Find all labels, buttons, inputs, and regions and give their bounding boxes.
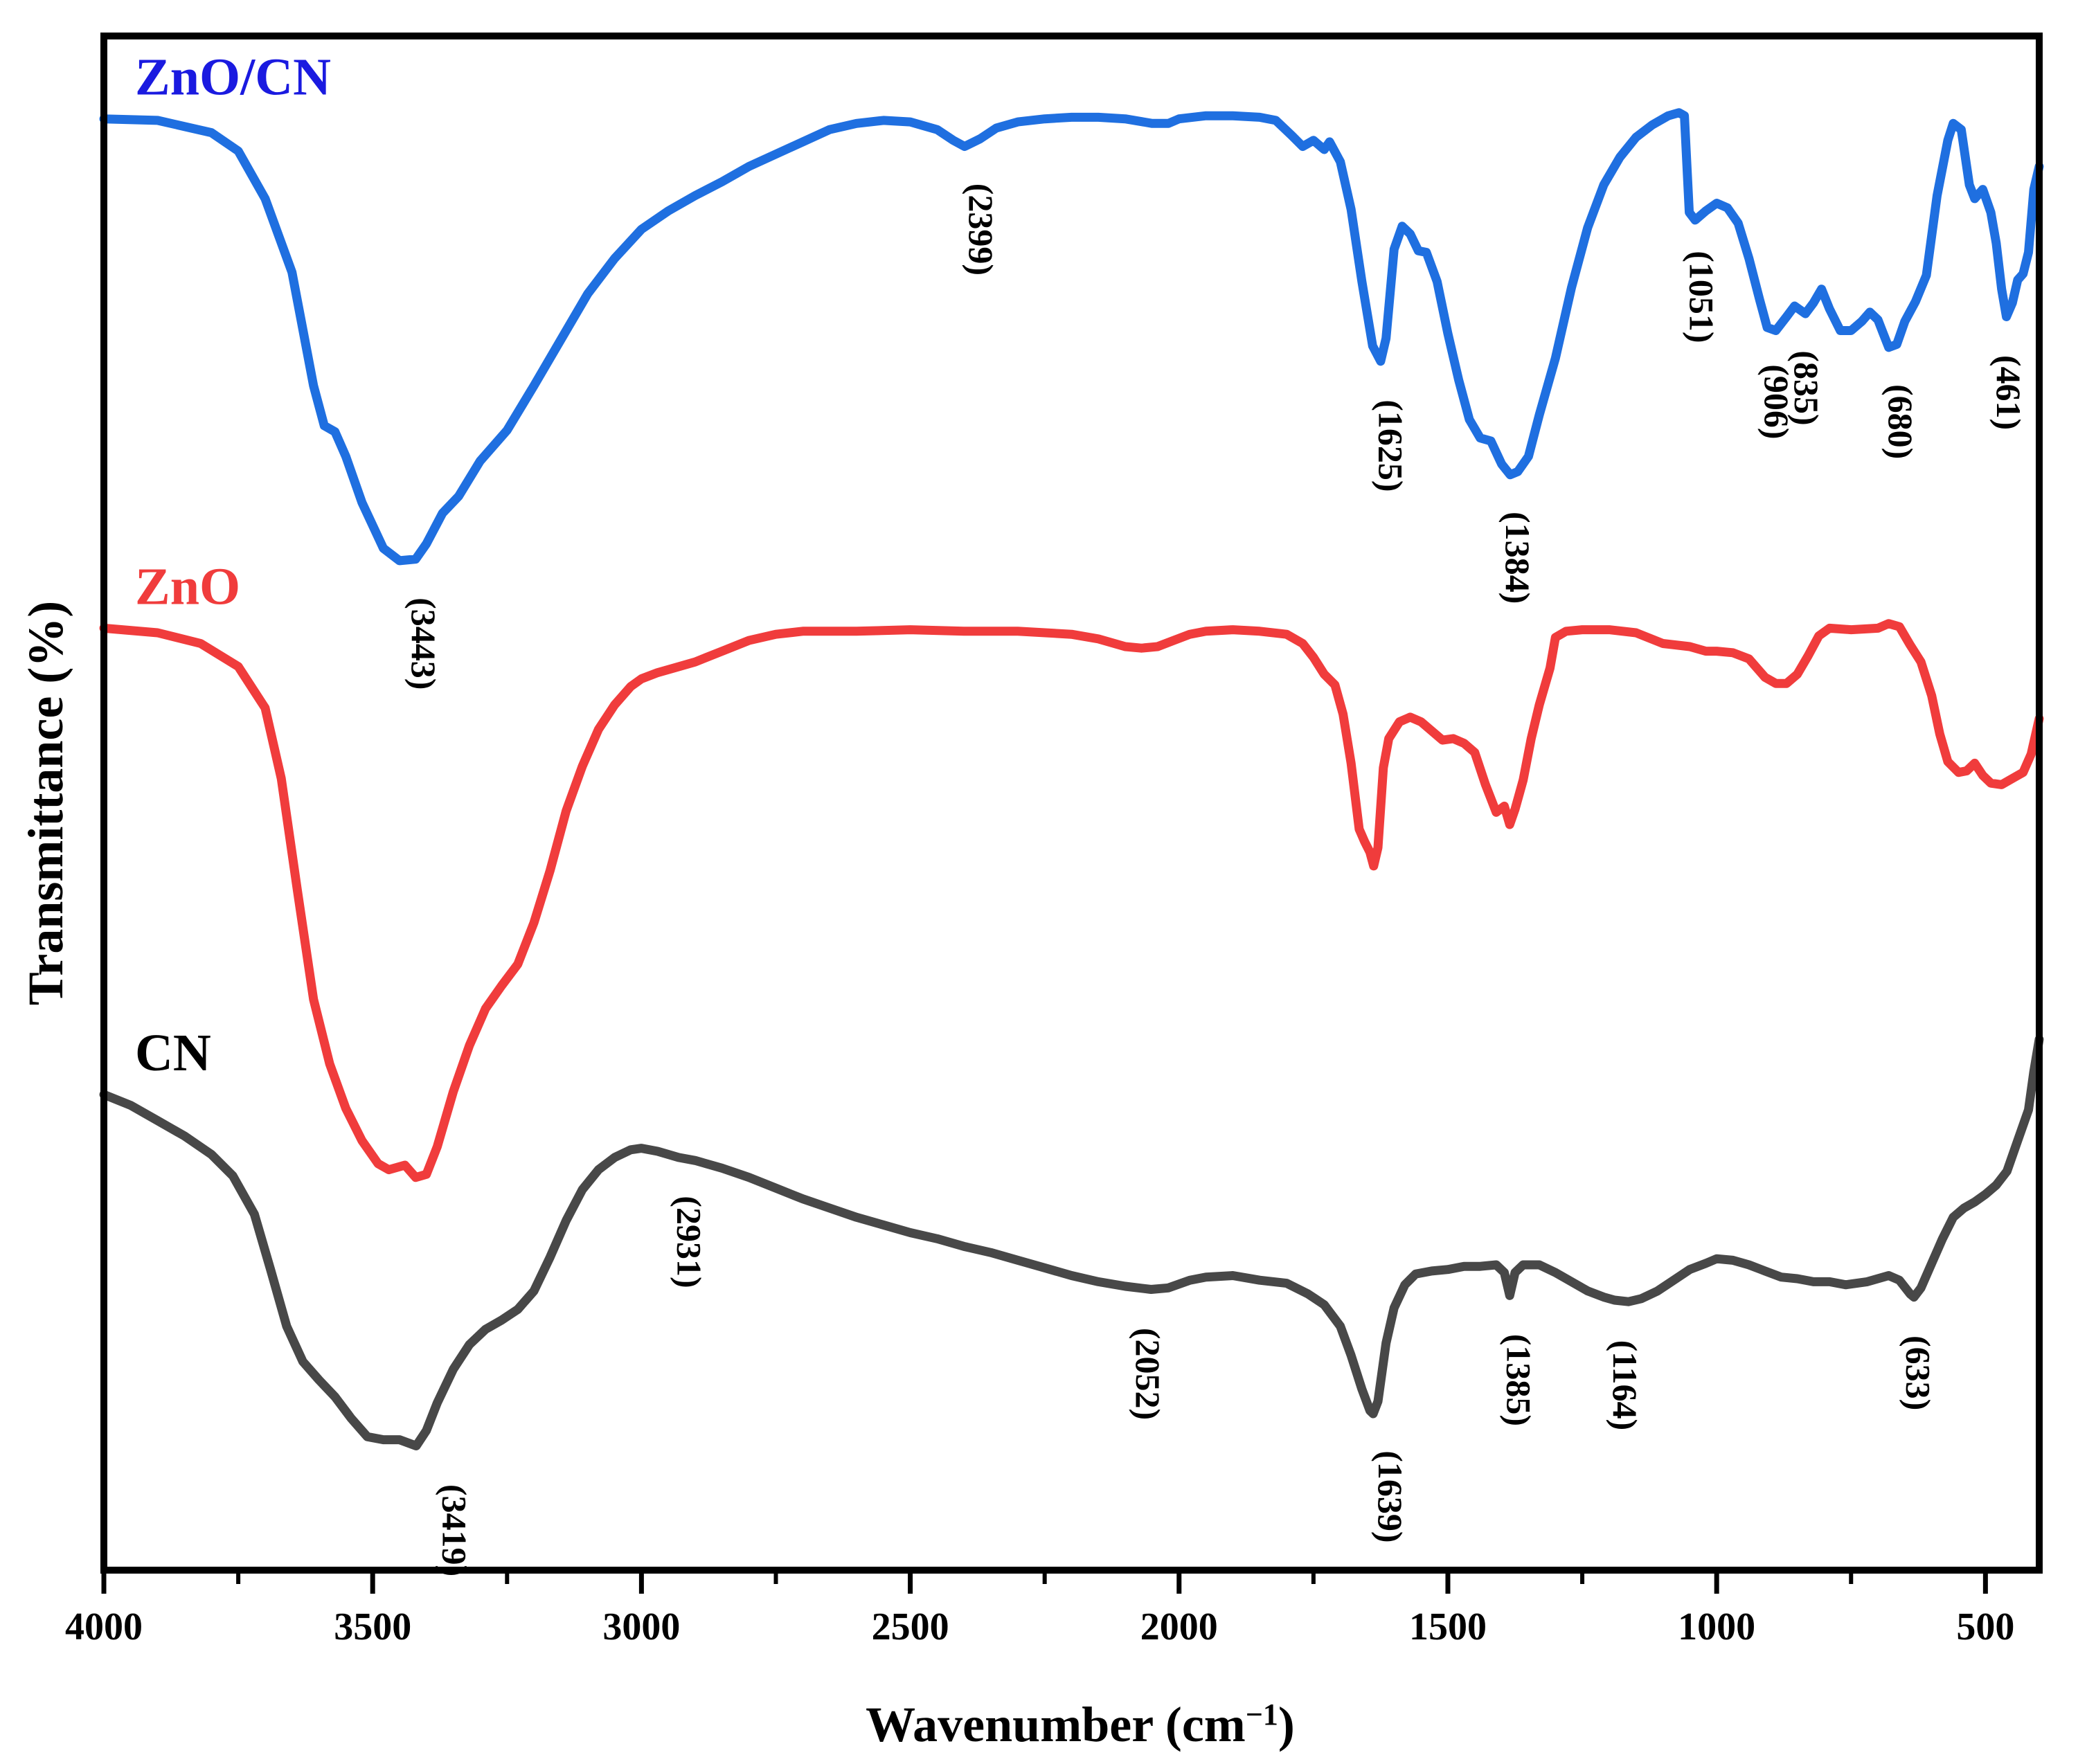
peak-label-zno-cn-835: (835) — [1787, 350, 1826, 425]
peak-label-zno-cn-680: (680) — [1881, 384, 1920, 459]
series-label-cn: CN — [135, 1024, 211, 1082]
series-line-zno — [99, 619, 2044, 1182]
x-tick-label-2500: 2500 — [872, 1605, 949, 1648]
x-axis-title-sup: −1 — [1246, 1698, 1278, 1731]
x-tick-label-500: 500 — [1956, 1605, 2014, 1648]
series-line-zno-cn — [99, 108, 2044, 566]
series-label-zno-cn: ZnO/CN — [135, 48, 331, 107]
x-tick-label-2000: 2000 — [1140, 1605, 1218, 1648]
y-axis-title: Transmittance (%) — [18, 601, 73, 1006]
peak-label-cn-2052: (2052) — [1129, 1328, 1167, 1420]
peak-label-zno-cn-3443: (3443) — [404, 597, 443, 690]
x-tick-label-4000: 4000 — [65, 1605, 143, 1648]
series-label-layer: ZnO/CN ZnO CN — [135, 48, 331, 1082]
series-layer — [99, 108, 2044, 1450]
peak-label-cn-1385: (1385) — [1500, 1334, 1539, 1426]
x-tick-label-3500: 3500 — [334, 1605, 411, 1648]
x-axis-ticks: 4000 3500 3000 2500 2000 1500 1000 500 — [65, 1570, 2014, 1648]
peak-label-cn-3419: (3419) — [435, 1484, 474, 1576]
peak-label-layer: (3443) (2399) (1625) (1384) (1051) (906)(835)… — [404, 183, 2028, 1577]
x-tick-label-3000: 3000 — [602, 1605, 680, 1648]
series-label-zno: ZnO — [135, 557, 240, 615]
x-tick-label-1000: 1000 — [1678, 1605, 1755, 1648]
peak-label-zno-cn-1384: (1384) — [1498, 512, 1537, 604]
peak-label-cn-1639: (1639) — [1371, 1450, 1410, 1542]
peak-label-cn-633: (633) — [1899, 1335, 1937, 1410]
peak-label-zno-cn-2399: (2399) — [962, 183, 1001, 276]
peak-label-zno-cn-1051: (1051) — [1683, 251, 1721, 343]
peak-label-zno-cn-1625: (1625) — [1372, 399, 1410, 492]
peak-label-zno-cn-906: (906) — [1757, 364, 1796, 439]
peak-label-cn-2931: (2931) — [670, 1196, 709, 1288]
x-axis-title: Wavenumber (cm−1) — [866, 1697, 1295, 1752]
x-axis-title-main: Wavenumber (cm — [866, 1697, 1246, 1752]
x-axis-title-close: ) — [1278, 1697, 1295, 1752]
series-line-cn — [99, 1034, 2044, 1450]
x-tick-label-1500: 1500 — [1409, 1605, 1487, 1648]
peak-label-zno-cn-461: (461) — [1989, 355, 2028, 430]
peak-label-cn-1164: (1164) — [1606, 1340, 1645, 1431]
plot-frame — [100, 33, 2043, 1574]
